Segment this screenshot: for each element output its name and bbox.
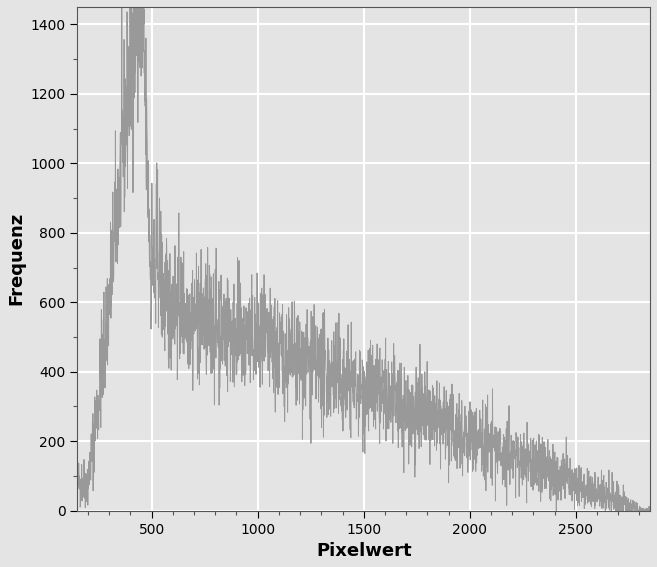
Y-axis label: Frequenz: Frequenz — [7, 212, 25, 306]
X-axis label: Pixelwert: Pixelwert — [316, 542, 411, 560]
